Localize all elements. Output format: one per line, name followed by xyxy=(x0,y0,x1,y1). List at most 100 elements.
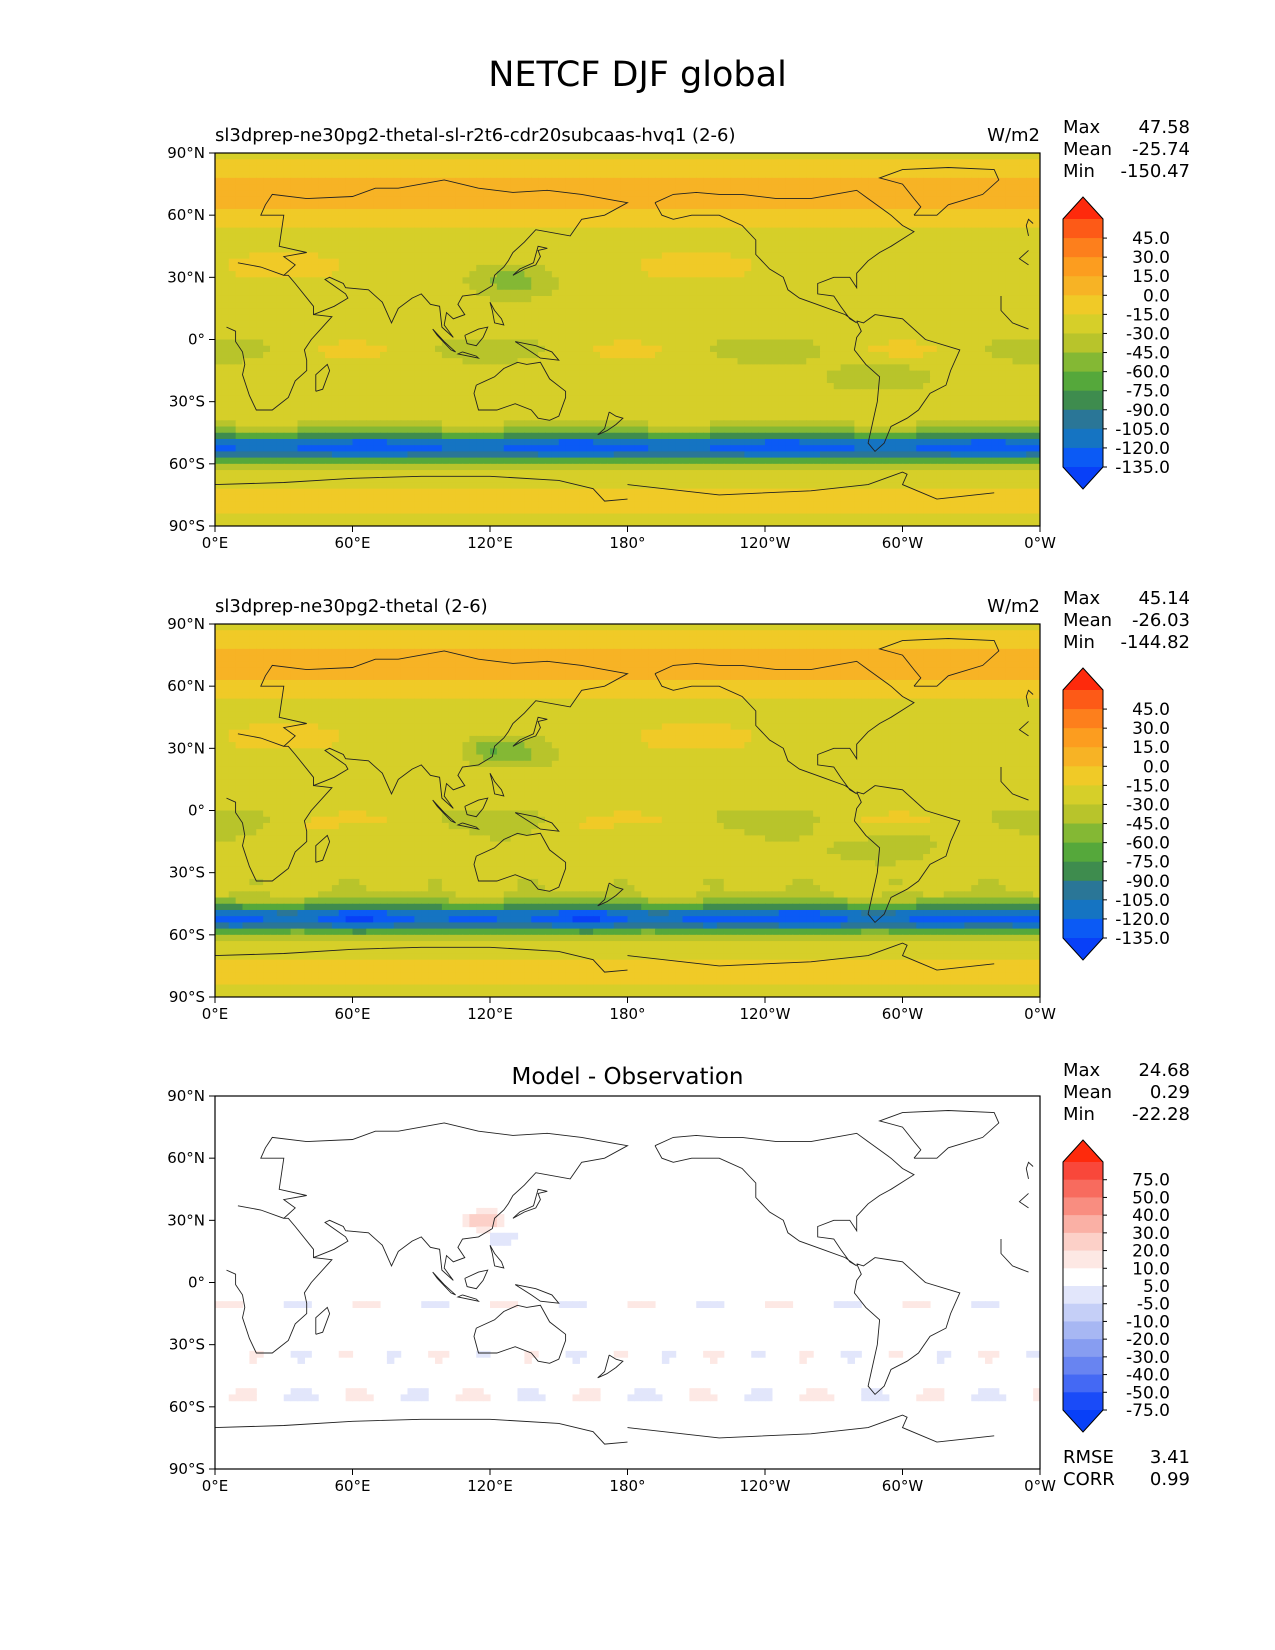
field-cell xyxy=(455,221,464,229)
field-cell xyxy=(930,333,938,341)
field-cell xyxy=(380,277,388,285)
field-cell xyxy=(366,202,374,210)
field-cell xyxy=(902,240,910,247)
field-cell xyxy=(991,320,1000,328)
field-cell xyxy=(627,240,635,247)
field-cell xyxy=(435,308,443,316)
field-cell xyxy=(682,240,690,247)
field-cell xyxy=(558,227,567,235)
field-cell xyxy=(1019,196,1027,204)
field-cell xyxy=(1033,283,1040,291)
field-cell xyxy=(689,333,697,341)
field-cell xyxy=(551,401,560,409)
field-cell xyxy=(730,383,739,390)
field-cell xyxy=(1019,233,1027,241)
field-cell xyxy=(311,252,319,260)
field-cell xyxy=(304,252,312,260)
field-cell xyxy=(510,345,519,353)
field-cell xyxy=(435,327,443,334)
field-cell xyxy=(304,240,312,247)
field-cell xyxy=(634,289,642,297)
field-cell xyxy=(380,351,388,359)
field-cell xyxy=(682,320,690,328)
field-cell xyxy=(620,215,629,222)
field-cell xyxy=(428,171,436,179)
field-cell xyxy=(462,333,470,341)
field-cell xyxy=(758,383,766,390)
field-cell xyxy=(490,289,498,297)
field-cell xyxy=(723,339,732,347)
field-cell xyxy=(600,159,608,167)
field-cell xyxy=(978,289,986,297)
field-cell xyxy=(820,389,828,397)
field-cell xyxy=(627,376,635,384)
field-cell xyxy=(318,407,326,415)
field-cell xyxy=(710,227,718,235)
field-cell xyxy=(847,208,855,216)
field-cell xyxy=(421,289,429,297)
field-cell xyxy=(627,383,635,390)
field-cell xyxy=(902,208,910,216)
field-cell xyxy=(964,320,972,328)
field-cell xyxy=(428,339,436,347)
field-cell xyxy=(235,246,244,254)
field-cell xyxy=(985,289,993,297)
field-cell xyxy=(469,314,477,322)
field-cell xyxy=(916,190,924,198)
field-cell xyxy=(297,358,305,365)
field-cell xyxy=(930,264,938,272)
field-cell xyxy=(606,184,615,191)
field-cell xyxy=(689,240,697,247)
field-cell xyxy=(930,153,938,160)
field-cell xyxy=(991,370,1000,378)
field-cell xyxy=(483,314,491,322)
field-cell xyxy=(758,196,766,204)
field-cell xyxy=(875,165,883,173)
field-cell xyxy=(668,370,677,378)
field-cell xyxy=(689,283,697,291)
field-cell xyxy=(895,177,904,185)
field-cell xyxy=(263,370,271,378)
field-cell xyxy=(263,327,271,334)
field-cell xyxy=(579,153,587,160)
field-cell xyxy=(833,215,842,222)
field-cell xyxy=(826,376,835,384)
field-cell xyxy=(318,320,326,328)
field-cell xyxy=(256,370,264,378)
field-cell xyxy=(868,339,876,347)
field-cell xyxy=(744,221,752,229)
field-cell xyxy=(923,202,931,210)
field-cell xyxy=(421,208,429,216)
field-cell xyxy=(703,271,711,278)
field-cell xyxy=(923,233,931,241)
field-cell xyxy=(950,283,959,291)
field-cell xyxy=(826,271,835,278)
field-cell xyxy=(826,389,835,397)
field-cell xyxy=(613,339,622,347)
field-cell xyxy=(283,277,292,285)
field-cell xyxy=(304,159,312,167)
field-cell xyxy=(710,283,718,291)
field-cell xyxy=(393,159,402,167)
field-cell xyxy=(366,314,374,322)
field-cell xyxy=(490,240,498,247)
field-cell xyxy=(428,208,436,216)
field-cell xyxy=(483,302,491,310)
field-cell xyxy=(902,389,910,397)
field-cell xyxy=(813,153,821,160)
field-cell xyxy=(221,327,230,334)
field-cell xyxy=(338,202,347,210)
field-cell xyxy=(923,184,931,191)
field-cell xyxy=(751,351,759,359)
field-cell xyxy=(1019,345,1027,353)
field-cell xyxy=(276,177,285,185)
field-cell xyxy=(744,308,752,316)
field-cell xyxy=(785,333,794,341)
field-cell xyxy=(902,184,910,191)
field-cell xyxy=(345,401,354,409)
field-cell xyxy=(806,320,814,328)
field-cell xyxy=(290,159,299,167)
field-cell xyxy=(861,258,869,266)
field-cell xyxy=(792,252,800,260)
field-cell xyxy=(510,407,519,415)
